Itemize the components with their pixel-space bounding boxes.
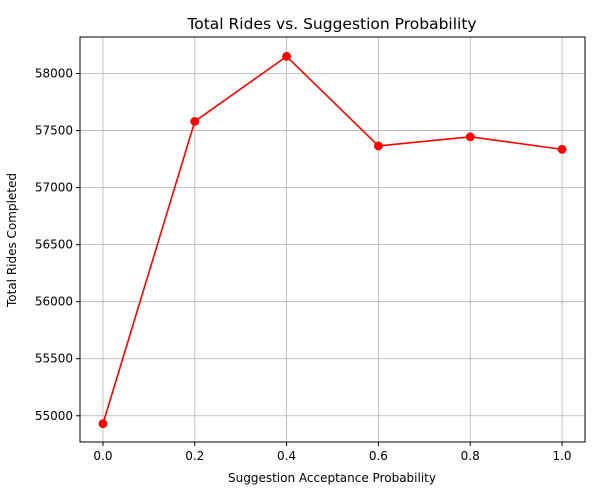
data-point bbox=[373, 141, 383, 151]
axes-frame bbox=[79, 36, 586, 443]
x-tick-label: 0.4 bbox=[277, 449, 296, 463]
y-tick-label: 55000 bbox=[35, 409, 73, 423]
x-tick-label: 0.6 bbox=[369, 449, 388, 463]
series-line bbox=[102, 55, 563, 424]
y-tick-label: 56000 bbox=[35, 295, 73, 309]
y-tick-label: 56500 bbox=[35, 238, 73, 252]
y-axis-title: Total Rides Completed bbox=[5, 173, 19, 308]
x-axis-title: Suggestion Acceptance Probability bbox=[228, 471, 436, 485]
data-point bbox=[98, 419, 108, 429]
data-point bbox=[465, 132, 475, 142]
axis-ticks: 0.0 0.2 0.4 0.6 0.8 1.0 55000 55500 56000 56500 57… bbox=[35, 67, 572, 463]
grid bbox=[80, 37, 585, 442]
data-point bbox=[190, 116, 200, 126]
y-tick-label: 58000 bbox=[35, 67, 73, 81]
x-tick-label: 0.8 bbox=[461, 449, 480, 463]
x-tick-label: 0.2 bbox=[185, 449, 204, 463]
x-tick-label: 0.0 bbox=[93, 449, 112, 463]
data-series bbox=[98, 51, 567, 429]
x-tick-label: 1.0 bbox=[552, 449, 571, 463]
chart-title: Total Rides vs. Suggestion Probability bbox=[186, 15, 476, 33]
y-tick-label: 57000 bbox=[35, 181, 73, 195]
y-tick-label: 55500 bbox=[35, 352, 73, 366]
data-point bbox=[557, 144, 567, 154]
data-point bbox=[282, 51, 292, 61]
y-tick-label: 57500 bbox=[35, 124, 73, 138]
